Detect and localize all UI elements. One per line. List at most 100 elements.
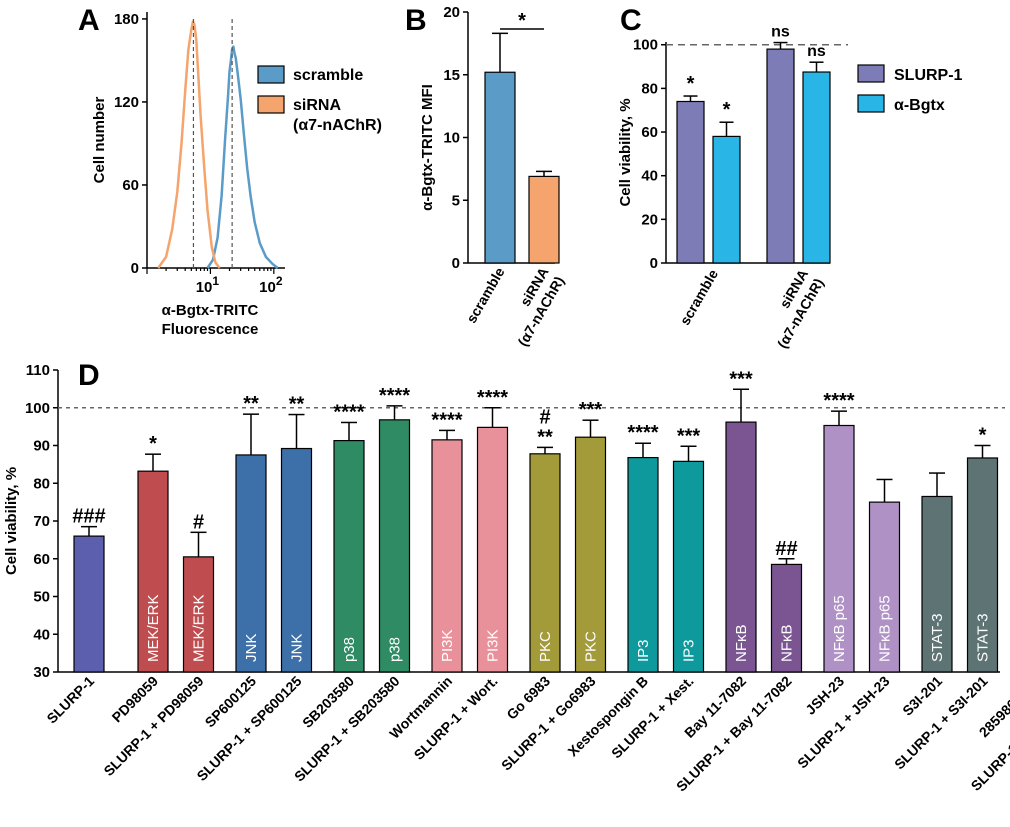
panel-d-y-tick-label: 60 bbox=[33, 551, 50, 568]
panel-c-y-axis-title: Cell viability, % bbox=[617, 98, 634, 206]
panel-d-sig-label: ** bbox=[243, 393, 259, 415]
panel-d-y-tick-label: 110 bbox=[26, 362, 50, 379]
panel-c-legend-label: SLURP-1 bbox=[894, 67, 963, 84]
panel-c-legend-swatch bbox=[857, 64, 885, 83]
panel-c-sig-label: ns bbox=[771, 24, 790, 41]
panel-d-bar bbox=[137, 470, 169, 673]
panel-c-y-tick-label: 0 bbox=[650, 255, 658, 272]
panel-d-y-tick-label: 50 bbox=[33, 589, 50, 606]
panel-c-bar bbox=[712, 135, 741, 264]
panel-c-category-label: siRNA(α7-nAChR) bbox=[758, 267, 826, 351]
panel-d-sig-label: **** bbox=[379, 385, 410, 407]
panel-b-bar bbox=[528, 175, 560, 264]
panel-b-category-label: scramble bbox=[463, 264, 508, 325]
panel-d-sig-label: *** bbox=[677, 425, 701, 447]
panel-d-category-label: SLURP-1 + Wort. bbox=[411, 673, 501, 763]
panel-d-sig-label: **** bbox=[823, 390, 854, 412]
panel-d-bar-inner-label: PKC bbox=[537, 631, 554, 662]
panel-a-y-axis-title: Cell number bbox=[91, 96, 108, 183]
panel-a-x-axis-title-line1: α-Bgtx-TRITC bbox=[162, 302, 259, 319]
panel-b-y-axis-title: α-Bgtx-TRITC MFI bbox=[419, 84, 436, 211]
panel-d-bar bbox=[73, 535, 105, 673]
panel-d-y-axis-title: Cell viability, % bbox=[3, 467, 20, 575]
panel-b-y-tick-label: 20 bbox=[443, 4, 460, 21]
panel-a-x-axis-title-line2: Fluorescence bbox=[162, 321, 259, 338]
panel-d-category-label: SLURP-1 bbox=[43, 673, 97, 727]
panel-d-sig-label: * bbox=[149, 433, 157, 455]
panel-d-y-tick-label: 100 bbox=[25, 400, 50, 417]
panel-d-bar bbox=[378, 419, 411, 673]
panel-c-sig-label: * bbox=[687, 73, 695, 95]
panel-d-bar-inner-label: PKC bbox=[583, 631, 600, 662]
panel-d-bar-inner-label: p38 bbox=[341, 637, 358, 662]
panel-d-sig-label: # bbox=[539, 406, 550, 428]
panel-d-bar-inner-label: PI3K bbox=[439, 629, 456, 662]
panel-c-y-tick-label: 40 bbox=[641, 168, 658, 185]
panel-c-category-label: scramble bbox=[676, 266, 721, 327]
panel-d-bar bbox=[431, 439, 463, 673]
panel-d-bar-inner-label: STAT-3 bbox=[975, 613, 992, 662]
panel-b-sig-label: * bbox=[518, 10, 526, 32]
panel-b-category-label: siRNA(α7-nAChR) bbox=[499, 265, 567, 349]
panel-d-sig-label: ** bbox=[537, 426, 553, 448]
panel-d-bar-inner-label: JNK bbox=[243, 634, 260, 662]
panel-d-bar-inner-label: NFκB p65 bbox=[877, 595, 894, 662]
panel-a-y-tick-label: 60 bbox=[122, 177, 139, 194]
panel-d-bar-inner-label: STAT-3 bbox=[929, 613, 946, 662]
panel-d-sig-label: *** bbox=[579, 399, 603, 421]
panel-d-sig-label: **** bbox=[477, 387, 508, 409]
panel-a-letter: A bbox=[78, 4, 100, 37]
panel-d-sig-label: ** bbox=[289, 394, 305, 416]
panel-d-letter: D bbox=[78, 359, 100, 392]
panel-c-y-tick-label: 60 bbox=[641, 124, 658, 141]
panel-c-legend-swatch bbox=[857, 94, 885, 113]
panel-d-y-tick-label: 80 bbox=[33, 475, 50, 492]
panel-d-bar bbox=[921, 495, 953, 673]
panel-c-letter: C bbox=[620, 4, 642, 37]
panel-a-legend-label: scramble bbox=[293, 67, 363, 84]
panel-d-sig-label: # bbox=[193, 511, 204, 533]
panel-c-legend-label: α-Bgtx bbox=[894, 97, 945, 114]
panel-c-sig-label: ns bbox=[807, 43, 826, 60]
panel-d-bar bbox=[235, 454, 267, 673]
panel-d-bar-inner-label: MEK/ERK bbox=[145, 594, 162, 662]
panel-c-bar bbox=[766, 48, 795, 264]
panel-d-category-label: S3I-201 bbox=[899, 673, 945, 719]
panel-a-y-tick-label: 180 bbox=[114, 11, 139, 28]
panel-d-bar bbox=[823, 424, 855, 673]
panel-a-curve-sirna bbox=[157, 20, 221, 269]
panel-d-sig-label: ## bbox=[775, 538, 797, 560]
panel-d-bar bbox=[672, 460, 705, 673]
panel-d-sig-label: *** bbox=[729, 368, 753, 390]
panel-d-y-tick-label: 90 bbox=[33, 438, 50, 455]
panel-b-y-tick-label: 15 bbox=[443, 67, 460, 84]
panel-d-y-tick-label: 40 bbox=[33, 626, 50, 643]
panel-d-bar-inner-label: NFκB bbox=[733, 625, 750, 663]
panel-c-bar bbox=[676, 100, 705, 264]
panel-d-bar bbox=[333, 439, 365, 673]
panel-d-sig-label: ### bbox=[72, 506, 105, 528]
panel-a-legend-label: (α7-nAChR) bbox=[293, 117, 382, 134]
panel-d-bar-inner-label: IP3 bbox=[681, 639, 698, 662]
panel-d-bar bbox=[574, 436, 607, 673]
panel-a-x-tick-label: 101 bbox=[196, 274, 220, 296]
panel-b-bar bbox=[484, 71, 516, 264]
panel-d-bar bbox=[182, 556, 215, 673]
panel-d-category-label: SLURP-1 + Xest. bbox=[608, 673, 697, 762]
panel-b: B α-Bgtx-TRITC MFI 0 5 10 15 20 scramble siRN… bbox=[405, 4, 567, 349]
panel-b-y-tick-label: 10 bbox=[443, 130, 460, 147]
panel-b-y-tick-label: 5 bbox=[452, 192, 460, 209]
panel-d-category-label: JSH-23 bbox=[802, 673, 847, 718]
panel-a-legend-swatch bbox=[257, 95, 285, 114]
panel-d-bar-inner-label: p38 bbox=[387, 637, 404, 662]
panel-a-legend-label: siRNA bbox=[293, 97, 341, 114]
panel-d-bar bbox=[868, 501, 901, 673]
panel-a: A Cell number 0 60 120 180 101 102 scramble si… bbox=[78, 4, 382, 338]
panel-d-bar bbox=[280, 447, 313, 673]
panel-d-sig-label: * bbox=[979, 425, 987, 447]
panel-c: C Cell viability, % 0 20 40 60 80 100 * * scram… bbox=[617, 4, 963, 351]
panel-d-y-tick-label: 30 bbox=[33, 664, 50, 681]
panel-b-y-tick-label: 0 bbox=[452, 255, 460, 272]
panel-a-y-tick-label: 0 bbox=[131, 260, 139, 277]
